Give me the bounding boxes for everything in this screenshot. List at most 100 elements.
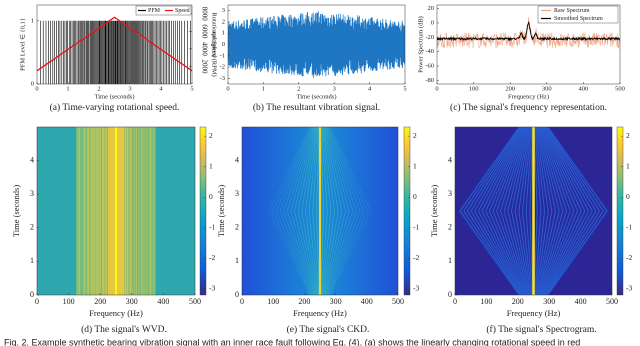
axes-frame xyxy=(436,4,621,85)
y-tick-label: 2 xyxy=(235,223,239,232)
sideband xyxy=(539,127,566,295)
plot-area xyxy=(242,127,398,295)
colorbar-tick-label: 2 xyxy=(626,131,630,140)
sideband xyxy=(538,127,562,295)
x-label: Time (seconds) xyxy=(296,93,336,100)
colorbar-tick-label: -2 xyxy=(209,253,215,262)
sideband xyxy=(322,127,335,295)
sideband xyxy=(535,127,549,295)
sideband xyxy=(316,127,320,295)
sideband xyxy=(268,127,311,295)
sideband xyxy=(514,127,531,295)
y2-label: Rotational Speed (RPM) xyxy=(211,12,218,76)
speed-line xyxy=(37,16,192,72)
x-label: Frequency (Hz) xyxy=(89,308,143,318)
plot-area xyxy=(455,127,612,295)
sideband xyxy=(290,127,315,295)
x-tick-label: 300 xyxy=(543,297,555,306)
x-label: Frequency (Hz) xyxy=(293,308,347,318)
caption: (c) The signal's frequency representatio… xyxy=(450,102,607,113)
x-tick-label: 0 xyxy=(240,297,244,306)
x-tick-label: 1 xyxy=(66,85,69,92)
x-tick-label: 3 xyxy=(333,85,336,92)
x-tick-label: 0 xyxy=(435,85,438,92)
panel: 2000 4000 6000 8000 Rotational Speed (RPM) PF… xyxy=(19,4,218,113)
x-label: Frequency (Hz) xyxy=(507,308,561,318)
sideband xyxy=(466,127,521,295)
y-tick-label: 0 xyxy=(448,290,452,299)
sideband xyxy=(535,127,546,295)
panel: -3 -2 -1 0 1 2 0 100 200 300 400 500 0 1 2 3 4 Frequency … xyxy=(429,126,632,335)
sideband xyxy=(542,127,580,295)
sideband xyxy=(492,127,527,295)
sideband xyxy=(457,127,519,295)
panel: -3 -2 -1 0 1 2 0 100 200 300 400 500 0 1 2 3 4 Frequency … xyxy=(216,126,419,335)
y-tick-label: 3 xyxy=(235,189,239,198)
y-tick-label: 1 xyxy=(30,256,34,265)
smoothed-spectrum xyxy=(437,21,620,42)
sideband xyxy=(326,127,357,295)
sideband xyxy=(539,127,568,295)
colorbar xyxy=(403,126,411,296)
figure-caption: Fig. 2. Example synthetic bearing vibrat… xyxy=(4,337,580,346)
sideband xyxy=(294,127,316,295)
y-tick-label: 0 xyxy=(222,41,225,48)
x-tick-label: 100 xyxy=(469,85,479,92)
plot-area xyxy=(37,16,192,84)
sideband xyxy=(512,127,530,295)
x-tick-label: 200 xyxy=(94,297,106,306)
sideband xyxy=(472,127,522,295)
sideband xyxy=(523,127,533,295)
y-tick-label: 2 xyxy=(30,223,34,232)
x-tick-label: 500 xyxy=(392,297,404,306)
x-tick-label: 0 xyxy=(453,297,457,306)
sideband xyxy=(543,127,586,295)
sideband xyxy=(536,127,551,295)
sideband xyxy=(525,127,533,295)
sideband xyxy=(326,127,354,295)
caption: (f) The signal's Spectrogram. xyxy=(486,324,596,335)
sideband xyxy=(477,127,524,295)
sideband xyxy=(321,127,328,295)
colorbar-tick-label: 1 xyxy=(209,161,213,170)
x-tick-label: 500 xyxy=(606,297,618,306)
sideband xyxy=(323,127,339,295)
colorbar-tick-label: -1 xyxy=(209,223,215,232)
sideband xyxy=(297,127,317,295)
sideband xyxy=(465,127,521,295)
sideband xyxy=(479,127,524,295)
y-tick-label: 2 xyxy=(448,223,452,232)
sideband xyxy=(516,127,531,295)
colorbar-tick-label: 0 xyxy=(413,192,417,201)
caption: (a) Time-varying rotational speed. xyxy=(50,102,180,113)
sideband xyxy=(474,127,523,295)
sideband xyxy=(538,127,564,295)
sideband xyxy=(545,127,595,295)
x-tick-label: 3 xyxy=(128,85,131,92)
sideband xyxy=(546,127,602,295)
y-tick-label: -60 xyxy=(425,63,434,70)
sideband xyxy=(483,127,525,295)
sideband xyxy=(534,127,542,295)
legend: Raw Spectrum Smoothed Spectrum xyxy=(537,5,619,24)
sideband xyxy=(323,127,343,295)
sideband xyxy=(490,127,526,295)
sideband xyxy=(544,127,593,295)
x-tick-label: 2 xyxy=(297,85,300,92)
sideband xyxy=(324,127,346,295)
x-tick-label: 500 xyxy=(615,85,625,92)
sideband xyxy=(470,127,522,295)
y-tick-label: 4 xyxy=(30,155,34,164)
x-tick-label: 300 xyxy=(542,85,552,92)
axes-frame xyxy=(241,126,399,296)
sideband xyxy=(546,127,604,295)
sideband xyxy=(485,127,525,295)
y-label: Amplitude xyxy=(210,30,217,58)
x-tick-label: 200 xyxy=(505,85,515,92)
x-tick-label: 1 xyxy=(262,85,265,92)
sideband xyxy=(540,127,569,295)
y-label: Time (seconds) xyxy=(429,185,439,238)
colorbar-tick-label: 0 xyxy=(626,192,630,201)
